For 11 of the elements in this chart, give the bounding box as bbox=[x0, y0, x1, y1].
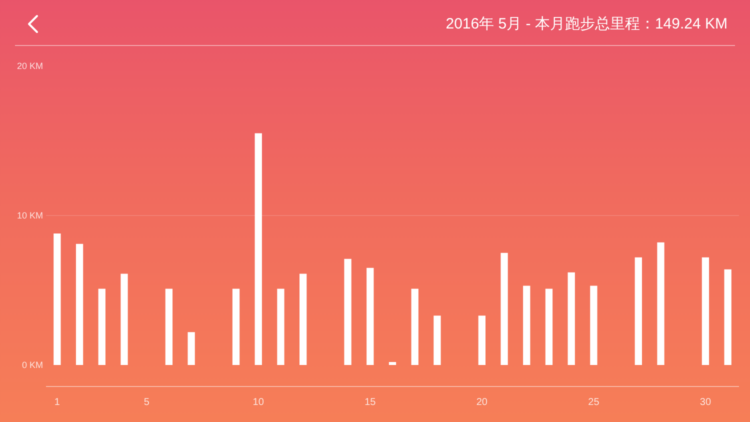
x-tick-label: 15 bbox=[364, 397, 376, 408]
chart-title: 2016年 5月 - 本月跑步总里程：149.24 KM bbox=[446, 15, 728, 32]
x-tick-label: 20 bbox=[476, 397, 488, 408]
x-tick-label: 25 bbox=[588, 397, 600, 408]
y-tick-label: 20 KM bbox=[16, 61, 43, 72]
y-tick-label: 0 KM bbox=[22, 360, 43, 370]
x-tick-label: 5 bbox=[144, 397, 150, 408]
x-tick-label: 1 bbox=[54, 397, 60, 408]
y-tick-label: 10 KM bbox=[16, 210, 43, 221]
x-tick-label: 10 bbox=[252, 397, 264, 408]
x-tick-label: 30 bbox=[700, 397, 712, 408]
